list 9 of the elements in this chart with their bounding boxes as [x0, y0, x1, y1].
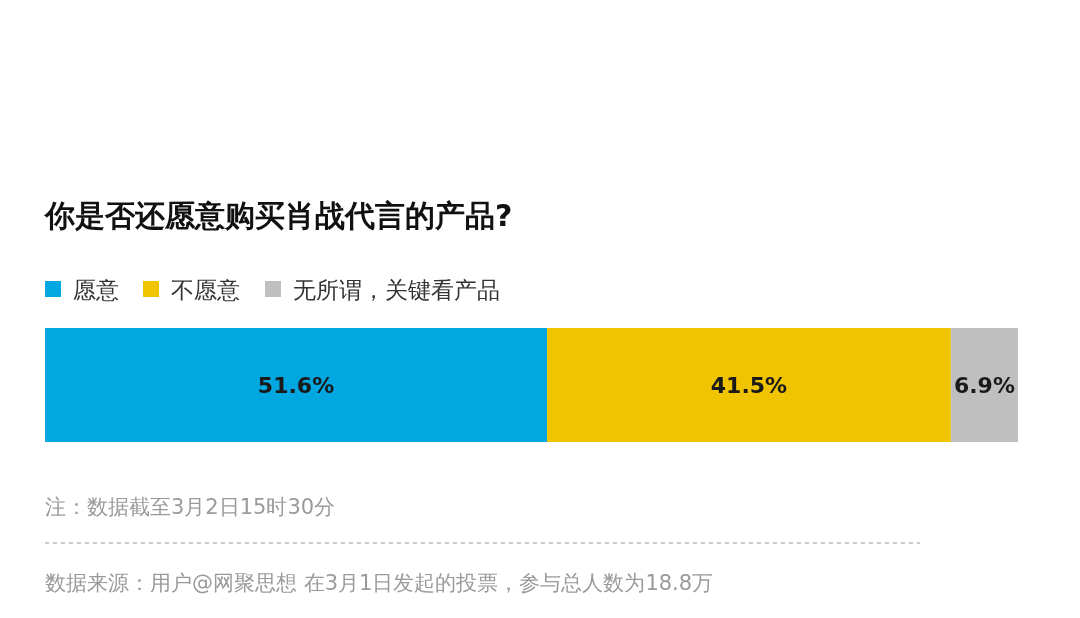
- chart-title: 你是否还愿意购买肖战代言的产品?: [43, 197, 513, 233]
- source-note: 数据来源：用户@网聚思想 在3月1日发起的投票，参与总人数为18.8万: [45, 571, 714, 595]
- data-label: 6.9%: [953, 372, 1015, 398]
- data-label: 51.6%: [257, 372, 335, 398]
- text: 注：数据截至3月2日15时30分: [45, 495, 336, 519]
- legend-label: 不愿意: [171, 277, 240, 303]
- legend-label: 无所谓，关键看产品: [293, 277, 500, 303]
- data-label: 41.5%: [710, 372, 788, 398]
- legend-label: 愿意: [73, 277, 119, 303]
